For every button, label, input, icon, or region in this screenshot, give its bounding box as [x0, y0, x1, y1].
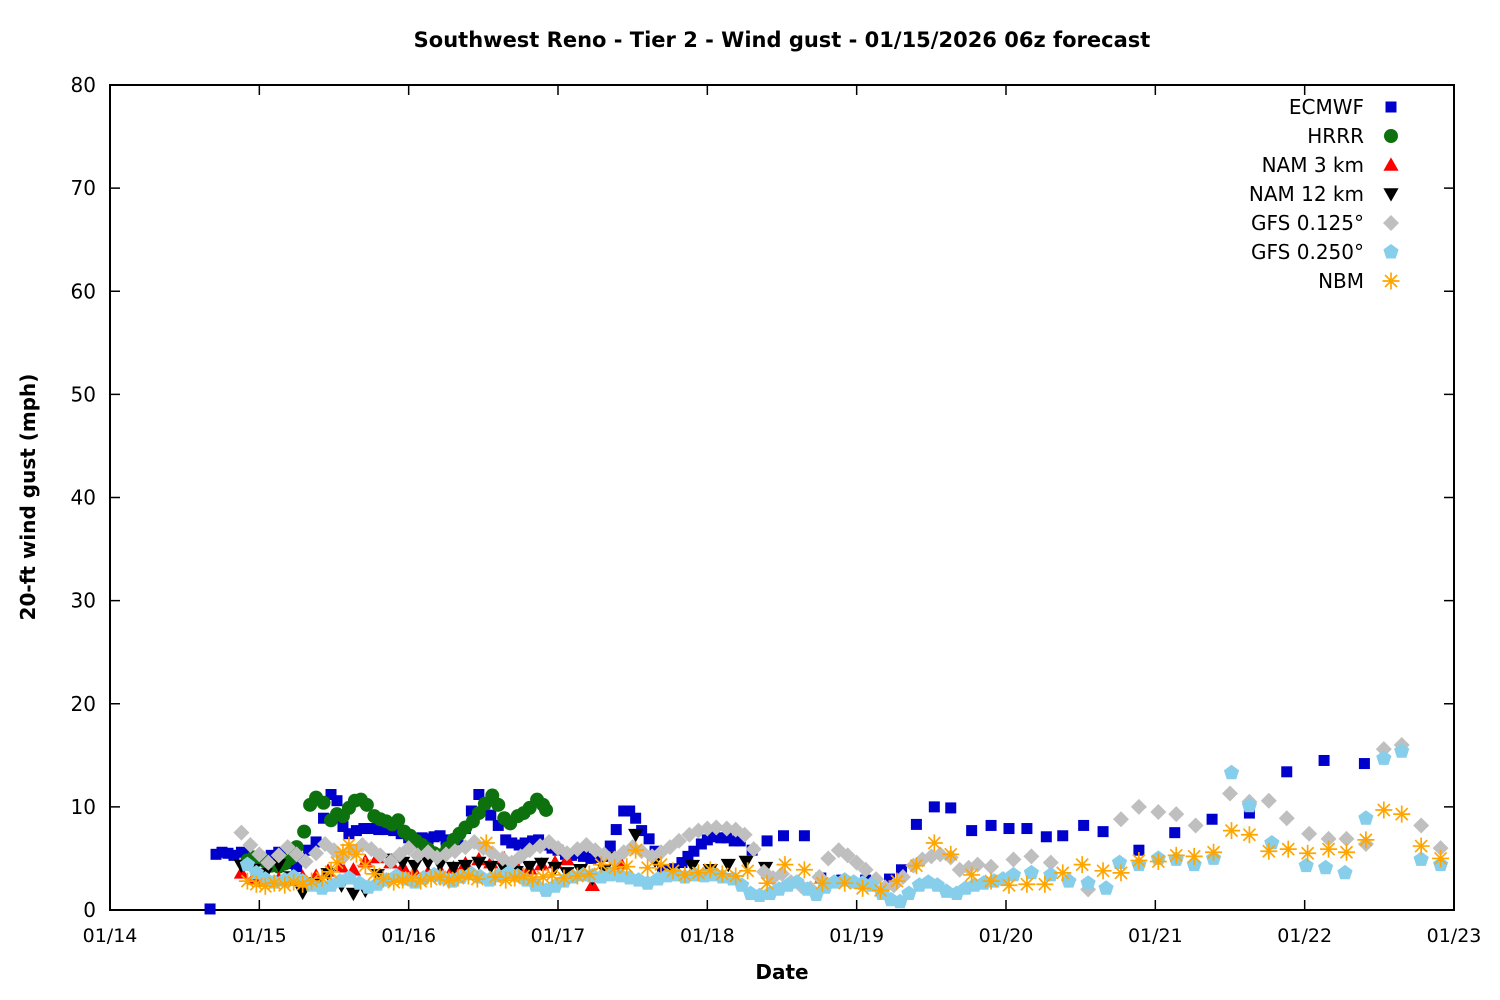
x-tick-label: 01/18	[680, 925, 735, 947]
legend-marker-triangle-up-icon	[1383, 157, 1399, 171]
legend-item-gfs-0-250: GFS 0.250°	[1251, 240, 1399, 264]
legend-marker-square-icon	[1385, 101, 1397, 113]
x-axis-label: Date	[755, 960, 809, 984]
y-axis-label: 20-ft wind gust (mph)	[16, 373, 40, 621]
legend-marker-diamond-icon	[1383, 215, 1399, 231]
plot-border	[109, 84, 1455, 911]
x-tick-label: 01/23	[1427, 925, 1482, 947]
x-tick-label: 01/15	[232, 925, 287, 947]
x-tick-label: 01/20	[979, 925, 1034, 947]
y-tick-label: 60	[71, 279, 96, 303]
series-nbm	[238, 801, 1450, 899]
y-axis-ticks: 0 10 20 30 40 50 60 70 80	[71, 73, 1454, 922]
x-tick-label: 01/19	[829, 925, 884, 947]
legend-item-hrrr: HRRR	[1307, 124, 1398, 148]
legend-item-ecmwf: ECMWF	[1289, 95, 1397, 119]
legend-marker-asterisk-icon	[1382, 272, 1400, 290]
x-axis-ticks: 01/14 01/15 01/16 01/17 01/18 01/19 01/20 01/21…	[83, 85, 1482, 947]
x-tick-label: 01/16	[381, 925, 436, 947]
legend-label: GFS 0.125°	[1251, 211, 1364, 235]
y-tick-label: 50	[71, 382, 96, 406]
y-tick-label: 80	[71, 73, 96, 97]
y-tick-label: 30	[71, 589, 96, 613]
legend-marker-triangle-down-icon	[1383, 188, 1399, 202]
legend-marker-pentagon-icon	[1383, 244, 1399, 259]
y-tick-label: 40	[71, 486, 96, 510]
y-tick-label: 0	[83, 898, 96, 922]
legend-item-nbm: NBM	[1318, 269, 1400, 293]
legend-label: GFS 0.250°	[1251, 240, 1364, 264]
legend: ECMWF HRRR NAM 3 km NAM 12 km GFS 0.125° GFS …	[1249, 95, 1400, 293]
x-tick-label: 01/21	[1128, 925, 1183, 947]
legend-label: NBM	[1318, 269, 1364, 293]
x-tick-label: 01/22	[1277, 925, 1332, 947]
legend-label: HRRR	[1307, 124, 1364, 148]
x-tick-label: 01/14	[83, 925, 138, 947]
legend-label: NAM 3 km	[1262, 153, 1364, 177]
y-tick-label: 20	[71, 692, 96, 716]
legend-label: NAM 12 km	[1249, 182, 1364, 206]
y-tick-label: 70	[71, 176, 96, 200]
y-tick-label: 10	[71, 795, 96, 819]
legend-item-nam-3-km: NAM 3 km	[1262, 153, 1399, 177]
legend-item-nam-12-km: NAM 12 km	[1249, 182, 1399, 206]
legend-item-gfs-0-125: GFS 0.125°	[1251, 211, 1399, 235]
legend-label: ECMWF	[1289, 95, 1364, 119]
legend-marker-circle-icon	[1384, 129, 1398, 143]
x-tick-label: 01/17	[531, 925, 586, 947]
series-gfs-0-125	[233, 737, 1449, 898]
chart-title: Southwest Reno - Tier 2 - Wind gust - 01…	[413, 28, 1151, 52]
